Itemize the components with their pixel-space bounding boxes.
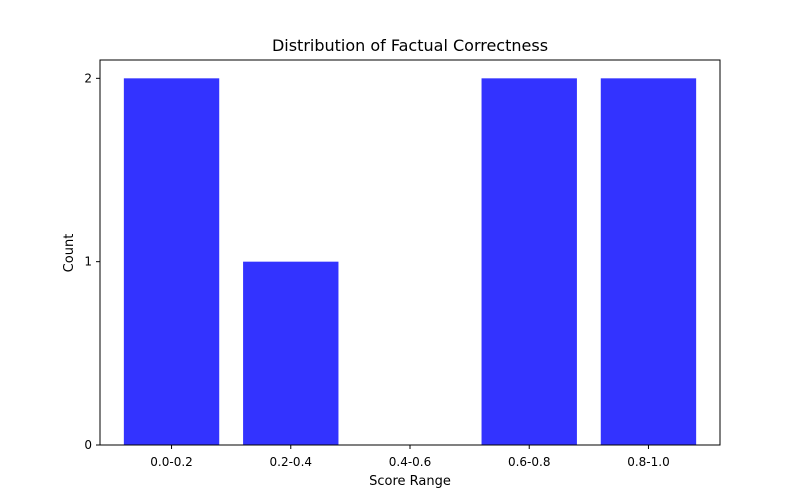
chart-title: Distribution of Factual Correctness	[272, 36, 548, 55]
x-tick-label: 0.4-0.6	[389, 455, 432, 469]
x-tick-label: 0.6-0.8	[508, 455, 551, 469]
bar-0.8-1.0	[600, 78, 697, 445]
y-axis-ticks: 0 1 2	[84, 71, 100, 452]
x-tick-label: 0.2-0.4	[270, 455, 313, 469]
bars-layer	[123, 78, 697, 445]
y-axis-label: Count	[62, 234, 77, 273]
y-tick-label: 0	[84, 438, 92, 452]
bar-0.6-0.8	[481, 78, 577, 445]
x-axis-label: Score Range	[369, 474, 451, 489]
x-tick-label: 0.0-0.2	[150, 455, 193, 469]
x-axis-ticks: 0.0-0.2 0.2-0.4 0.4-0.6 0.6-0.8 0.8-1.0	[150, 445, 670, 469]
y-tick-label: 2	[84, 71, 92, 85]
bar-0.0-0.2	[123, 78, 220, 445]
x-tick-label: 0.8-1.0	[627, 455, 670, 469]
bar-0.2-0.4	[243, 261, 339, 445]
y-tick-label: 1	[84, 255, 92, 269]
